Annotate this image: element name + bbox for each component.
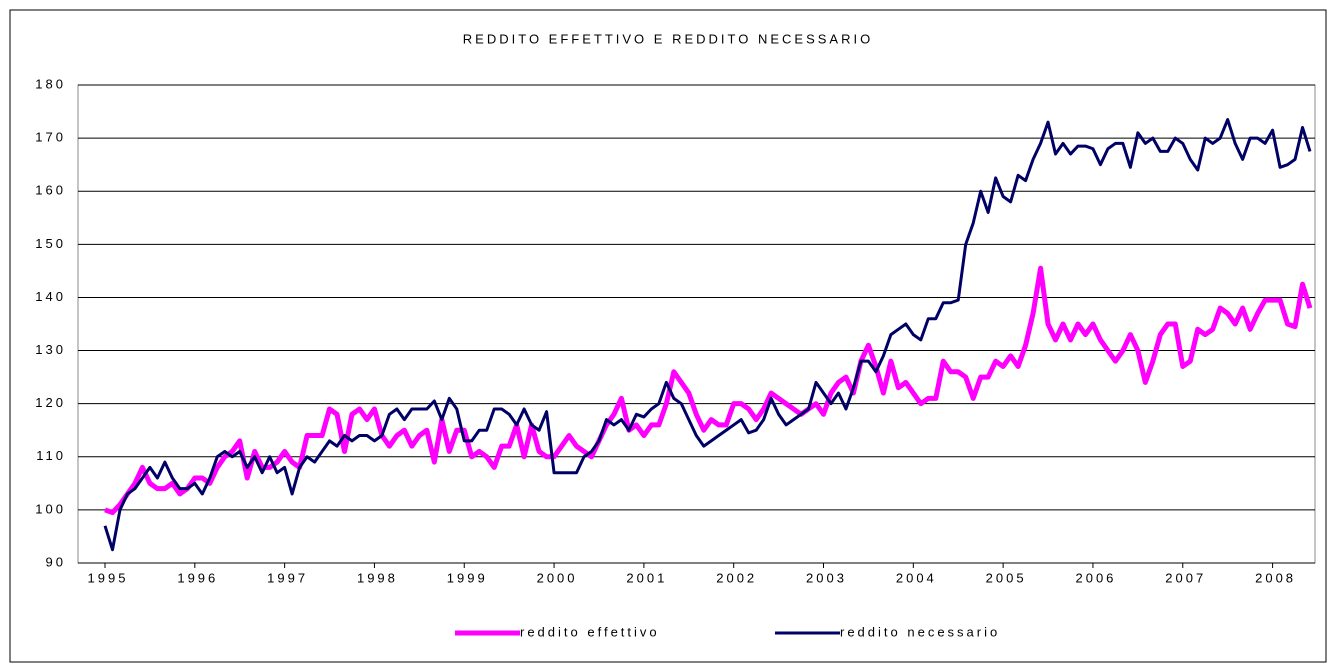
x-tick-label: 2001 [626,570,667,585]
x-tick-label: 2002 [716,570,757,585]
data-line [103,118,1312,552]
y-tick-label: 130 [35,342,66,357]
y-tick-label: 180 [35,76,66,91]
x-tick-label: 1999 [447,570,488,585]
y-tick-label: 140 [35,289,66,304]
legend-label: reddito effettivo [520,624,660,639]
x-tick-label: 2003 [806,570,847,585]
x-tick-label: 1995 [88,570,129,585]
legend-label: reddito necessario [840,624,1000,639]
y-tick-label: 160 [35,183,66,198]
x-tick-label: 2008 [1255,570,1296,585]
x-tick-label: 2000 [537,570,578,585]
x-tick-label: 2004 [896,570,937,585]
x-tick-label: 1998 [357,570,398,585]
x-tick-label: 1997 [267,570,308,585]
y-tick-label: 170 [35,130,66,145]
y-tick-label: 100 [35,501,66,516]
x-tick-label: 2005 [986,570,1027,585]
y-tick-label: 110 [36,448,66,463]
y-tick-label: 150 [35,236,66,251]
x-tick-label: 2006 [1075,570,1116,585]
y-tick-label: 120 [35,395,66,410]
chart-border [9,9,1327,663]
x-tick-label: 2007 [1165,570,1206,585]
y-tick-label: 90 [46,554,66,569]
data-line [104,265,1313,516]
chart-title: REDDITO EFFETTIVO E REDDITO NECESSARIO [463,31,873,46]
x-tick-label: 1996 [177,570,218,585]
